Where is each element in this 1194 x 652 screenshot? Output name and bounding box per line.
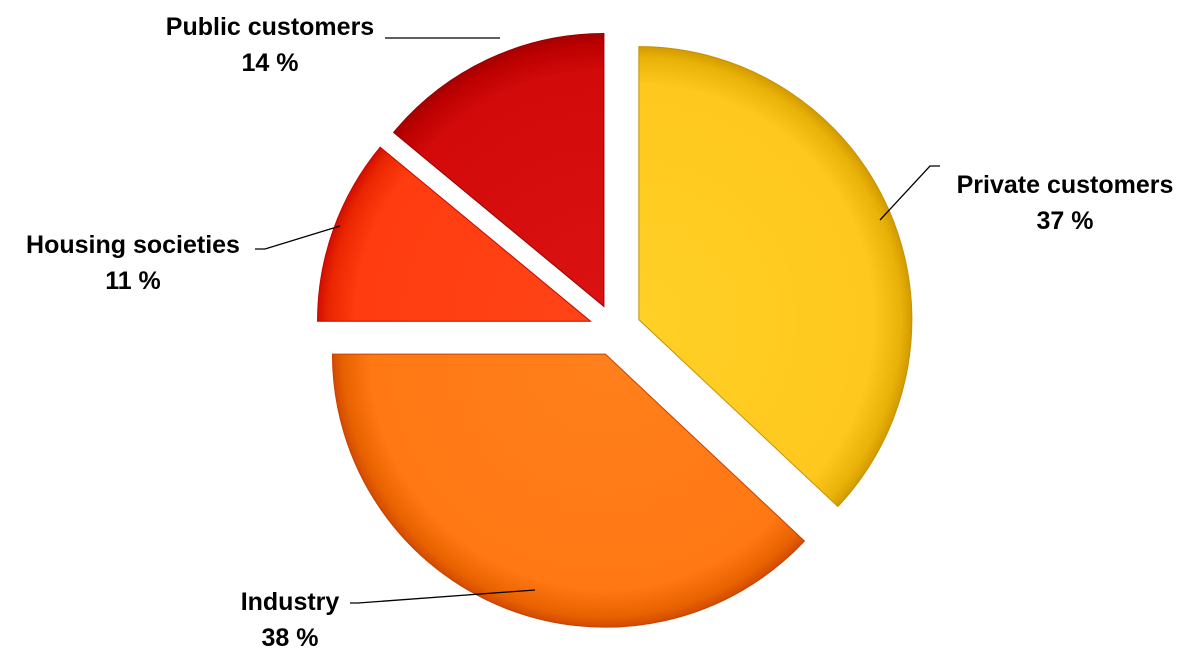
- slice-label-industry: Industry: [241, 588, 340, 616]
- pie-slice-public-customers: [392, 32, 605, 308]
- slice-percent-public-customers: 14 %: [242, 49, 299, 77]
- leader-line-private-customers: [879, 165, 940, 221]
- slices-layer: [317, 32, 913, 628]
- labels-layer: Private customers 37 % Industry 38 % Housing…: [26, 13, 1173, 652]
- slice-label-public-customers: Public customers: [166, 13, 374, 41]
- slice-percent-private-customers: 37 %: [1037, 207, 1094, 235]
- leader-line-industry: [350, 589, 536, 604]
- leader-line-housing-societies: [255, 225, 341, 250]
- pie-slice-industry: [331, 353, 806, 628]
- pie-slice-housing-societies: [317, 146, 592, 322]
- slice-percent-industry: 38 %: [262, 624, 319, 652]
- slice-label-housing-societies: Housing societies: [26, 231, 240, 259]
- slice-label-private-customers: Private customers: [957, 171, 1174, 199]
- slice-percent-housing-societies: 11 %: [105, 267, 161, 295]
- pie-slice-private-customers: [638, 46, 913, 508]
